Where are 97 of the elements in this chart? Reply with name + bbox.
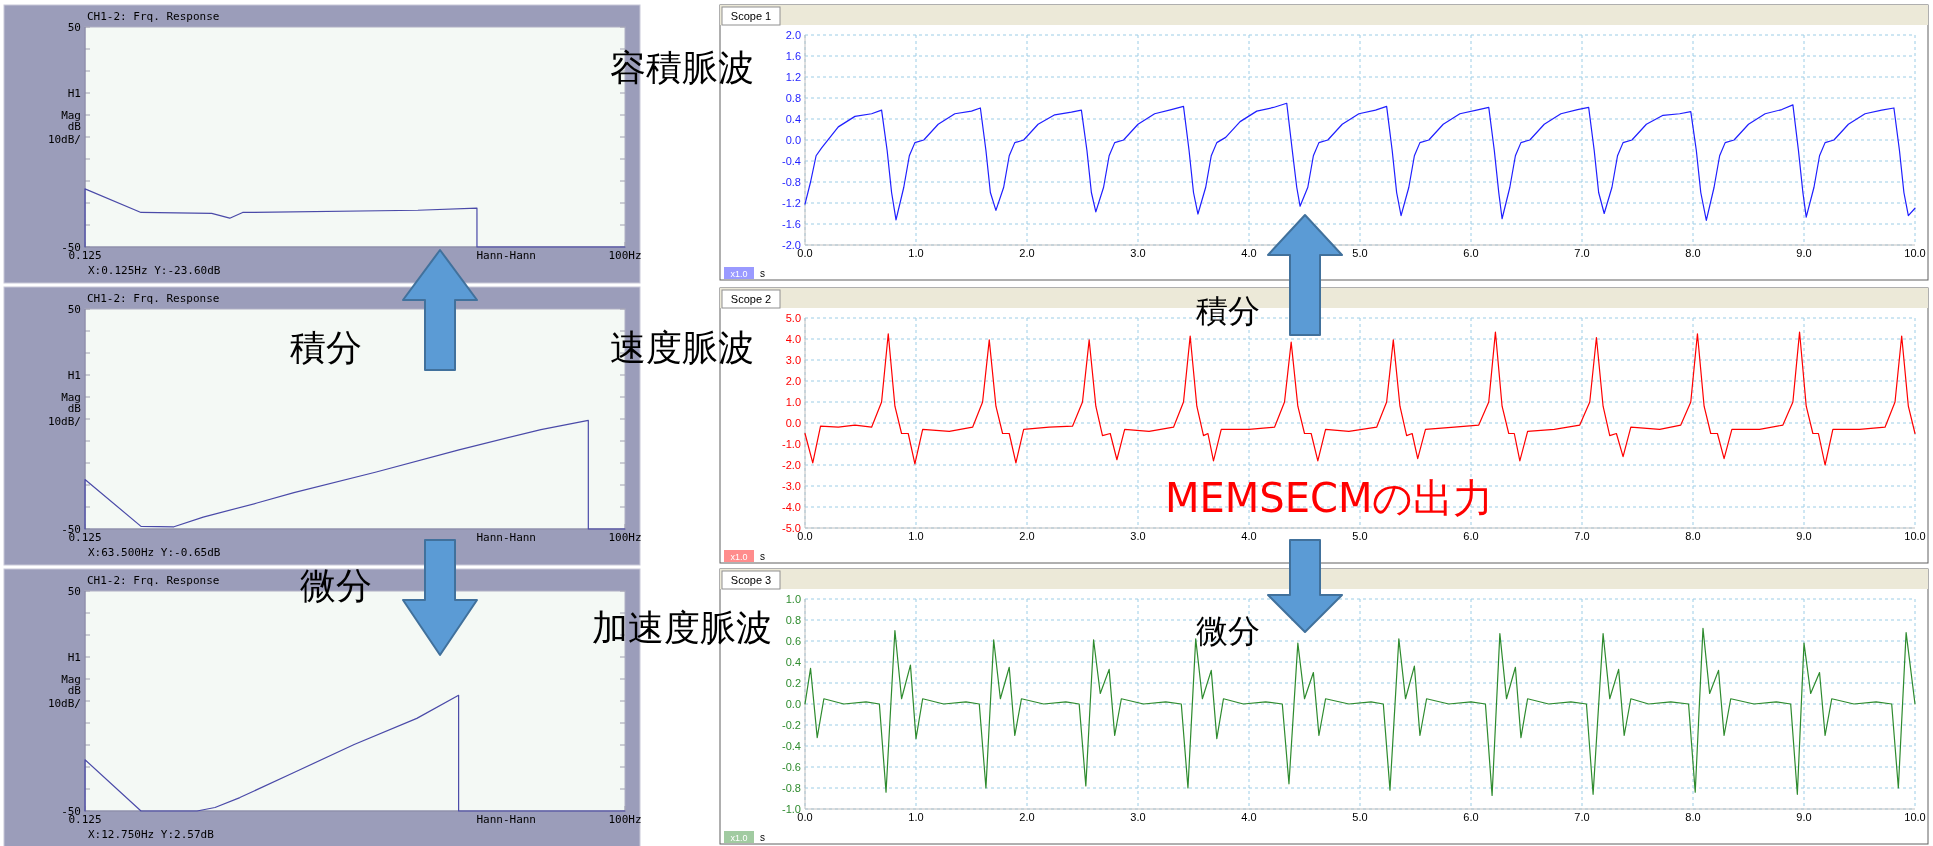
x-tick-label: 8.0 bbox=[1685, 247, 1701, 259]
x-tick-label: 10.0 bbox=[1904, 530, 1926, 542]
chart-title: CH1-2: Frq. Response bbox=[87, 10, 220, 23]
x-tick-label: 6.0 bbox=[1463, 811, 1479, 823]
y-tick-label: 3.0 bbox=[785, 354, 801, 366]
y-tick-label: 0.0 bbox=[785, 417, 801, 429]
text: x1.0 bbox=[730, 552, 748, 562]
y-tick-label: 1.0 bbox=[785, 593, 801, 605]
annotation: 微分 bbox=[300, 565, 372, 606]
y-tick-label: -1.2 bbox=[782, 197, 801, 209]
y-axis-title: H1 Mag dB 10dB/ bbox=[47, 369, 82, 429]
text: Hann-Hann bbox=[476, 249, 536, 262]
x-tick-label: 2.0 bbox=[1019, 811, 1035, 823]
chart-title: Scope 2 bbox=[730, 293, 772, 305]
y-tick-label: 0.2 bbox=[785, 677, 801, 689]
x-tick-label: 1.0 bbox=[908, 247, 924, 259]
x-tick-label: 3.0 bbox=[1130, 811, 1146, 823]
y-tick-label: 0.0 bbox=[785, 698, 801, 710]
x-tick-label: 7.0 bbox=[1574, 530, 1590, 542]
y-tick-label: 0.8 bbox=[785, 614, 801, 626]
y-tick-label: -2.0 bbox=[782, 459, 801, 471]
x-tick-label: 4.0 bbox=[1241, 811, 1257, 823]
y-axis-title: H1 Mag dB 10dB/ bbox=[47, 651, 82, 711]
x-axis-title: s bbox=[760, 551, 765, 562]
y-tick-label: -0.4 bbox=[782, 740, 801, 752]
x-tick-label: 7.0 bbox=[1574, 247, 1590, 259]
annotation: 積分 bbox=[290, 327, 362, 368]
x-tick-label: 3.0 bbox=[1130, 530, 1146, 542]
x-tick-label: 6.0 bbox=[1463, 247, 1479, 259]
x-tick-label: 2.0 bbox=[1019, 530, 1035, 542]
y-tick-label: 4.0 bbox=[785, 333, 801, 345]
x-tick-label: 4.0 bbox=[1241, 530, 1257, 542]
y-tick-label: 50 bbox=[67, 303, 81, 316]
annotation: 微分 bbox=[1196, 612, 1260, 650]
text: X:0.125Hz Y:-23.60dB bbox=[88, 264, 221, 277]
y-tick-label: -0.8 bbox=[782, 176, 801, 188]
annotation: 加速度脈波 bbox=[592, 607, 772, 648]
x-tick-label: 2.0 bbox=[1019, 247, 1035, 259]
line-series bbox=[804, 331, 1916, 466]
y-tick-label: 1.0 bbox=[785, 396, 801, 408]
x-tick-label: 5.0 bbox=[1352, 811, 1368, 823]
x-tick-label: 9.0 bbox=[1796, 811, 1812, 823]
x-tick-label: 1.0 bbox=[908, 530, 924, 542]
x-tick-label: 10.0 bbox=[1904, 811, 1926, 823]
y-tick-label: 0.6 bbox=[785, 635, 801, 647]
x-tick-label: 6.0 bbox=[1463, 530, 1479, 542]
x-tick-label: 8.0 bbox=[1685, 811, 1701, 823]
text: Hann-Hann bbox=[476, 813, 536, 826]
y-tick-label: -0.8 bbox=[782, 782, 801, 794]
y-tick-label: 2.0 bbox=[785, 29, 801, 41]
x-axis-title: s bbox=[760, 268, 765, 279]
chart-title: CH1-2: Frq. Response bbox=[87, 574, 220, 587]
x-tick-label: 100Hz bbox=[608, 813, 642, 826]
y-tick-label: -0.4 bbox=[782, 155, 801, 167]
chart-title: CH1-2: Frq. Response bbox=[87, 292, 220, 305]
y-axis-title: H1 Mag dB 10dB/ bbox=[47, 87, 82, 147]
x-tick-label: 7.0 bbox=[1574, 811, 1590, 823]
x-tick-label: 10.0 bbox=[1904, 247, 1926, 259]
chart-title: Scope 1 bbox=[730, 10, 772, 22]
chart-title: Scope 3 bbox=[730, 574, 772, 586]
y-tick-label: 5.0 bbox=[785, 312, 801, 324]
y-tick-label: 0.8 bbox=[785, 92, 801, 104]
x-tick-label: 5.0 bbox=[1352, 530, 1368, 542]
x-tick-label: 4.0 bbox=[1241, 247, 1257, 259]
y-tick-label: -0.2 bbox=[782, 719, 801, 731]
text: Hann-Hann bbox=[476, 531, 536, 544]
line-series bbox=[804, 102, 1916, 221]
x-axis-title: s bbox=[760, 832, 765, 843]
y-tick-label: -4.0 bbox=[782, 501, 801, 513]
annotation: 積分 bbox=[1196, 292, 1260, 330]
x-tick-label: 3.0 bbox=[1130, 247, 1146, 259]
y-tick-label: -1.6 bbox=[782, 218, 801, 230]
y-tick-label: 0.4 bbox=[785, 113, 801, 125]
text: x1.0 bbox=[730, 269, 748, 279]
x-tick-label: 5.0 bbox=[1352, 247, 1368, 259]
y-tick-label: 1.6 bbox=[785, 50, 801, 62]
y-tick-label: -3.0 bbox=[782, 480, 801, 492]
y-tick-label: -1.0 bbox=[782, 438, 801, 450]
y-tick-label: 1.2 bbox=[785, 71, 801, 83]
x-tick-label: 9.0 bbox=[1796, 530, 1812, 542]
text: x1.0 bbox=[730, 833, 748, 843]
text: X:12.750Hz Y:2.57dB bbox=[88, 828, 215, 841]
x-tick-label: 9.0 bbox=[1796, 247, 1812, 259]
y-tick-label: 0.4 bbox=[785, 656, 801, 668]
x-tick-label: 100Hz bbox=[608, 531, 642, 544]
y-tick-label: 50 bbox=[67, 21, 81, 34]
x-tick-label: 100Hz bbox=[608, 249, 642, 262]
text: X:63.500Hz Y:-0.65dB bbox=[88, 546, 221, 559]
y-tick-label: 0.0 bbox=[785, 134, 801, 146]
y-tick-label: 50 bbox=[67, 585, 81, 598]
y-tick-label: -0.6 bbox=[782, 761, 801, 773]
annotation: 速度脈波 bbox=[610, 327, 754, 368]
annotation: 容積脈波 bbox=[610, 47, 754, 88]
y-tick-label: 2.0 bbox=[785, 375, 801, 387]
x-tick-label: 8.0 bbox=[1685, 530, 1701, 542]
x-tick-label: 1.0 bbox=[908, 811, 924, 823]
annotation: MEMSECMの出力 bbox=[1165, 475, 1494, 521]
